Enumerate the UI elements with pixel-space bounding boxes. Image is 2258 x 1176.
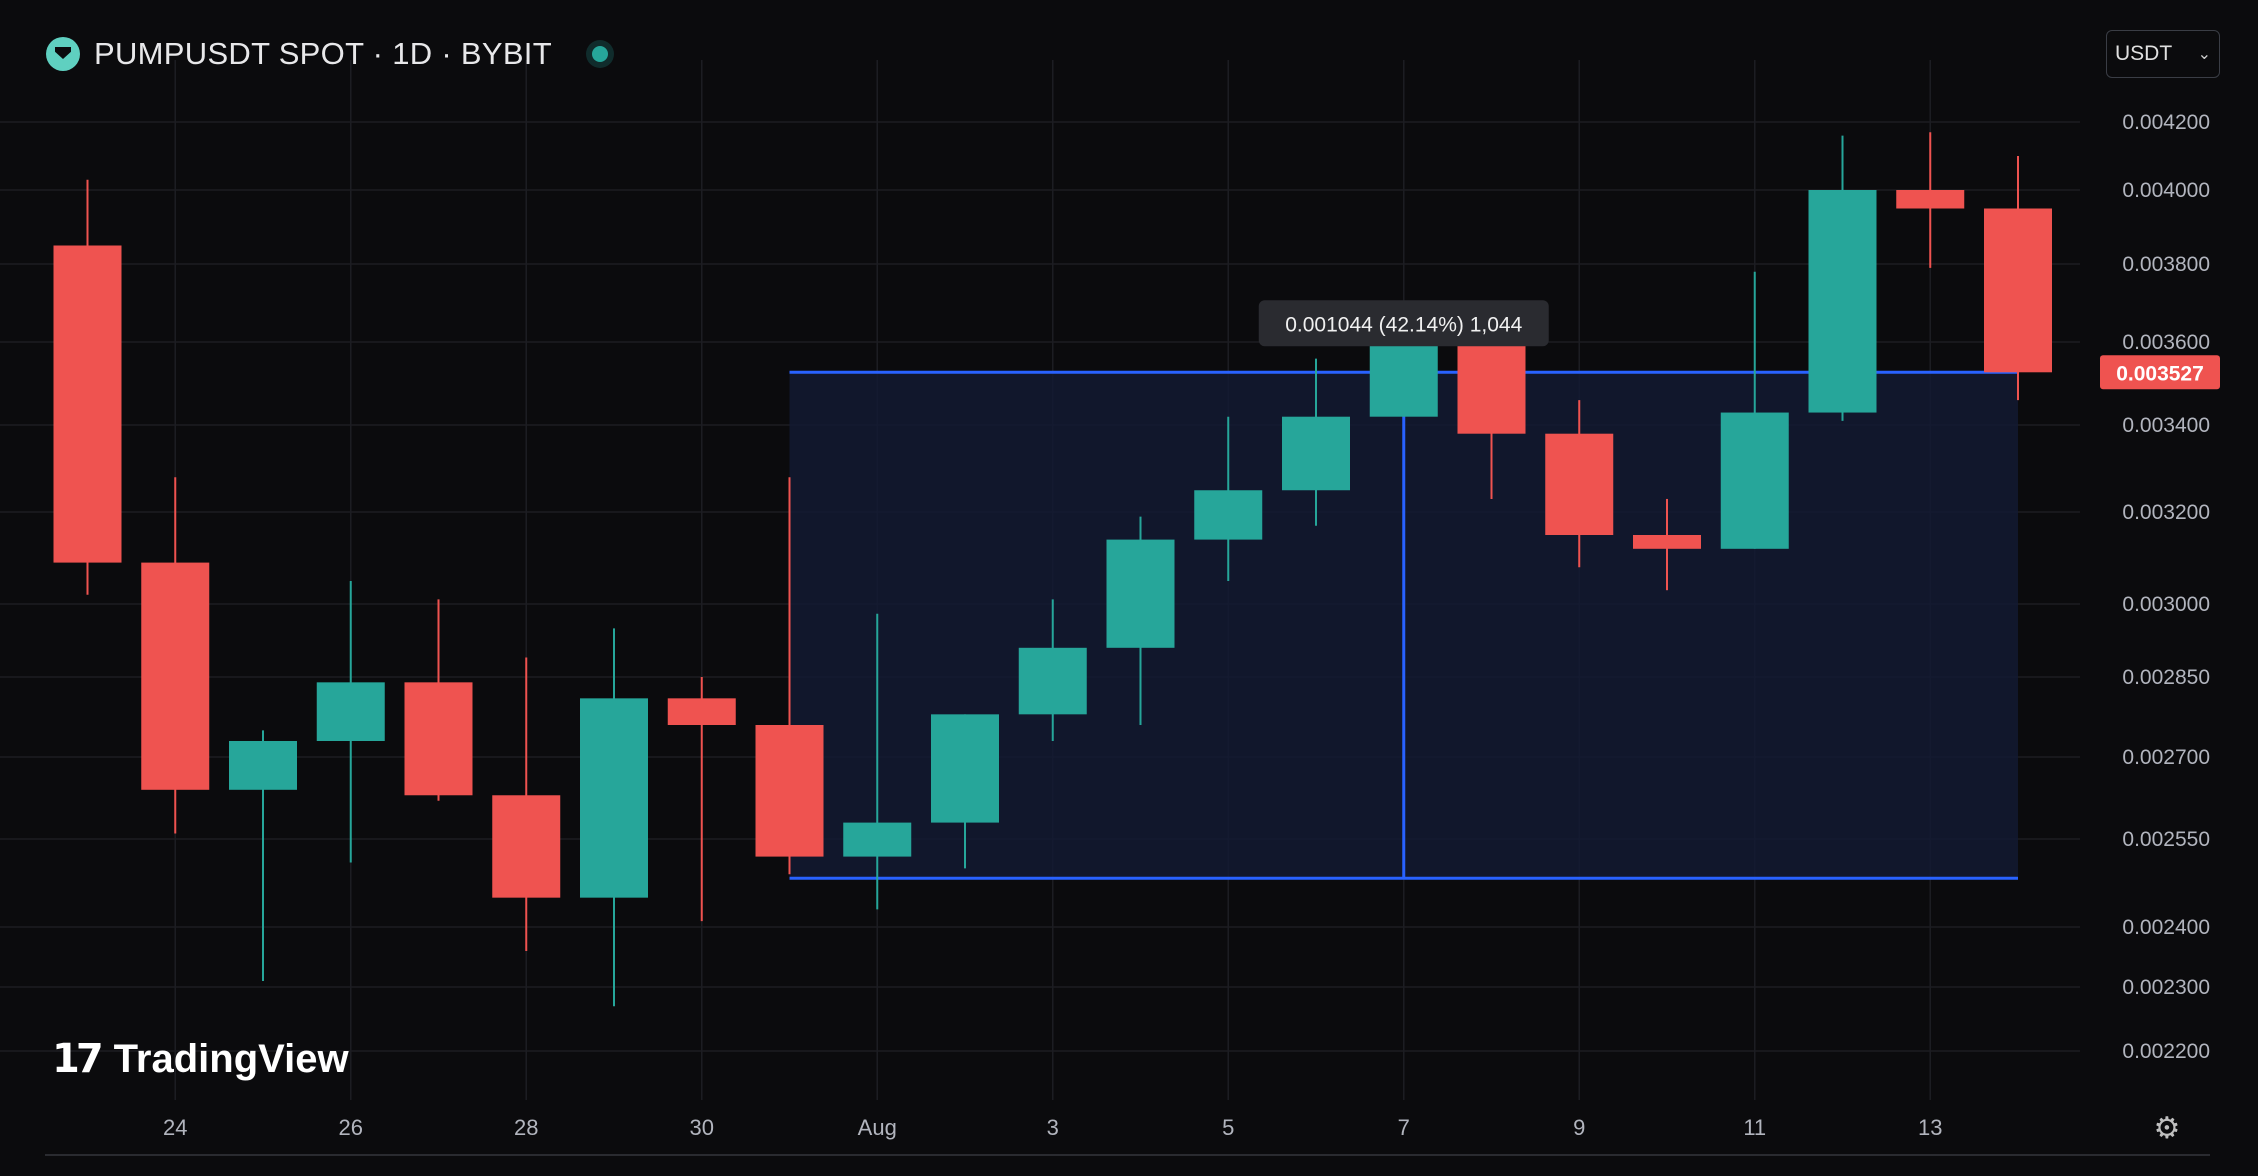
measure-label: 0.001044 (42.14%) 1,044 bbox=[1285, 313, 1522, 336]
time-tick-label: 30 bbox=[690, 1115, 714, 1140]
price-tick-label: 0.004200 bbox=[2122, 111, 2210, 134]
candle-body bbox=[755, 725, 824, 857]
candle bbox=[1720, 271, 1789, 549]
symbol-title: PUMPUSDT SPOT · 1D · BYBIT bbox=[94, 36, 552, 71]
candle bbox=[755, 477, 824, 875]
candle bbox=[1633, 498, 1701, 591]
candle-body bbox=[141, 562, 210, 790]
candle-body bbox=[1545, 433, 1614, 535]
price-tick-label: 0.003400 bbox=[2122, 414, 2210, 437]
tradingview-mark-icon: 17 bbox=[52, 1036, 104, 1082]
candle bbox=[843, 613, 912, 910]
currency-select-value: USDT bbox=[2115, 42, 2173, 65]
candle bbox=[1106, 516, 1175, 725]
price-tick-label: 0.002300 bbox=[2122, 976, 2210, 999]
candle bbox=[404, 599, 473, 801]
price-tick-label: 0.002850 bbox=[2122, 666, 2210, 689]
candle-body bbox=[229, 741, 297, 790]
candle-body bbox=[931, 714, 999, 823]
time-tick-label: 7 bbox=[1398, 1115, 1410, 1140]
time-tick-label: 5 bbox=[1222, 1115, 1234, 1140]
chart-overlay: 0.001044 (42.14%) 1,044 bbox=[1258, 300, 1549, 347]
candle-body bbox=[843, 822, 912, 857]
candle-body bbox=[1984, 208, 2052, 373]
candle bbox=[1194, 416, 1263, 581]
candle-body bbox=[1633, 535, 1701, 549]
live-dot-icon bbox=[591, 46, 608, 62]
candle bbox=[229, 730, 297, 981]
time-tick-label: 28 bbox=[514, 1115, 538, 1140]
candle-body bbox=[667, 698, 736, 725]
time-tick-label: 26 bbox=[339, 1115, 363, 1140]
candle bbox=[53, 179, 122, 595]
candle-body bbox=[1720, 412, 1789, 549]
last-price-label: 0.003527 bbox=[2116, 362, 2204, 385]
price-tick-label: 0.003000 bbox=[2122, 593, 2210, 616]
symbol-header[interactable]: PUMPUSDT SPOT · 1D · BYBIT bbox=[46, 34, 608, 74]
tradingview-logo[interactable]: 17 TradingView bbox=[52, 1036, 349, 1082]
currency-select[interactable]: USDT ⌄ bbox=[2106, 30, 2220, 78]
candle-body bbox=[1896, 190, 1965, 209]
candle bbox=[1984, 156, 2052, 401]
candle bbox=[1545, 400, 1614, 568]
candle-body bbox=[53, 245, 122, 563]
price-tick-label: 0.002550 bbox=[2122, 828, 2210, 851]
candle-body bbox=[580, 698, 648, 898]
candle bbox=[1018, 599, 1087, 741]
price-tick-label: 0.002200 bbox=[2122, 1040, 2210, 1063]
time-tick-label: 3 bbox=[1047, 1115, 1059, 1140]
time-axis[interactable]: 24 26 28 30 Aug 3 5 7 9 11 13 bbox=[163, 1115, 1942, 1140]
candle bbox=[580, 628, 648, 1007]
candle-body bbox=[1018, 647, 1087, 715]
time-tick-label: Aug bbox=[858, 1115, 897, 1140]
candle-body bbox=[404, 682, 473, 796]
candle bbox=[1896, 132, 1965, 268]
price-tick-label: 0.003200 bbox=[2122, 501, 2210, 524]
candle bbox=[1457, 330, 1526, 499]
candle bbox=[316, 581, 385, 863]
candle-body bbox=[492, 795, 561, 898]
candlestick-series bbox=[53, 132, 2052, 1007]
candle bbox=[492, 657, 561, 951]
measure-label-bg bbox=[1258, 300, 1549, 347]
price-tick-label: 0.003600 bbox=[2122, 331, 2210, 354]
candle-body bbox=[1106, 539, 1175, 648]
time-tick-label: 9 bbox=[1573, 1115, 1585, 1140]
tradingview-name: TradingView bbox=[113, 1036, 349, 1081]
price-tick-label: 0.004000 bbox=[2122, 179, 2210, 202]
candle bbox=[931, 714, 999, 869]
candle bbox=[1369, 334, 1438, 417]
candle bbox=[1282, 358, 1350, 526]
price-tick-label: 0.002700 bbox=[2122, 746, 2210, 769]
candle bbox=[667, 677, 736, 922]
price-tick-label: 0.002400 bbox=[2122, 916, 2210, 939]
last-price-tag bbox=[2100, 355, 2220, 390]
candle-body bbox=[1282, 416, 1350, 491]
gear-icon[interactable]: ⚙ bbox=[2153, 1112, 2181, 1145]
diamond-logo-icon bbox=[46, 37, 80, 71]
candle-body bbox=[1457, 338, 1526, 434]
candle bbox=[1808, 135, 1877, 421]
candle-body bbox=[1808, 190, 1877, 413]
candle bbox=[141, 477, 210, 834]
candle-body bbox=[316, 682, 385, 741]
chevron-down-icon: ⌄ bbox=[2197, 46, 2211, 63]
price-axis[interactable]: 0.004200 0.004000 0.003800 0.003600 0.003400… bbox=[2100, 111, 2220, 1063]
time-tick-label: 24 bbox=[163, 1115, 187, 1140]
candle-body bbox=[1194, 490, 1263, 540]
price-tick-label: 0.003800 bbox=[2122, 253, 2210, 276]
candle-body bbox=[1369, 338, 1438, 417]
time-tick-label: 13 bbox=[1918, 1115, 1942, 1140]
time-tick-label: 11 bbox=[1743, 1115, 1766, 1140]
